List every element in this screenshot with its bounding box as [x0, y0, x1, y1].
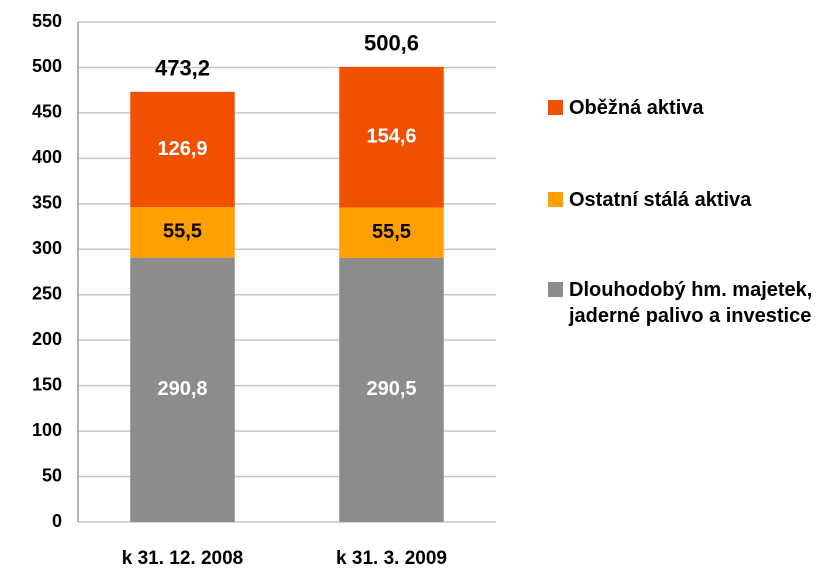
y-tick-label: 250 — [32, 283, 62, 303]
legend-label: Ostatní stálá aktiva — [569, 189, 752, 211]
data-label: 55,5 — [163, 221, 202, 243]
y-tick-label: 550 — [32, 11, 62, 31]
y-tick-label: 100 — [32, 420, 62, 440]
data-label: 154,6 — [366, 125, 416, 147]
legend-item: Dlouhodobý hm. majetek, jaderné palivo a… — [548, 277, 814, 329]
y-tick-label: 300 — [32, 238, 62, 258]
total-label: 473,2 — [155, 56, 210, 81]
legend-swatch — [548, 282, 563, 297]
bar-segment — [130, 207, 235, 258]
x-tick-label: k 31. 12. 2008 — [122, 548, 244, 569]
data-label: 55,5 — [372, 221, 411, 243]
legend-swatch — [548, 192, 563, 207]
bar-segment — [130, 257, 235, 522]
y-tick-label: 200 — [32, 329, 62, 349]
y-tick-label: 400 — [32, 147, 62, 167]
y-tick-label: 50 — [42, 465, 62, 485]
x-tick-label: k 31. 3. 2009 — [336, 548, 447, 569]
bar-segment — [130, 91, 235, 208]
y-tick-label: 350 — [32, 193, 62, 213]
legend-label: Oběžná aktiva — [569, 97, 704, 119]
y-tick-label: 450 — [32, 102, 62, 122]
y-tick-label: 500 — [32, 56, 62, 76]
total-label: 500,6 — [364, 31, 419, 56]
y-tick-label: 150 — [32, 374, 62, 394]
legend-label: Dlouhodobý hm. majetek, jaderné palivo a… — [569, 279, 813, 327]
bar-segment — [339, 257, 444, 522]
legend-item: Ostatní stálá aktiva — [548, 187, 814, 213]
bar-segment — [339, 66, 444, 208]
y-tick-label: 0 — [52, 511, 62, 531]
data-label: 290,8 — [157, 378, 207, 400]
data-label: 290,5 — [366, 378, 416, 400]
data-label: 126,9 — [157, 138, 207, 160]
bar-segment — [339, 207, 444, 258]
legend-item: Oběžná aktiva — [548, 95, 814, 121]
legend-swatch — [548, 100, 563, 115]
